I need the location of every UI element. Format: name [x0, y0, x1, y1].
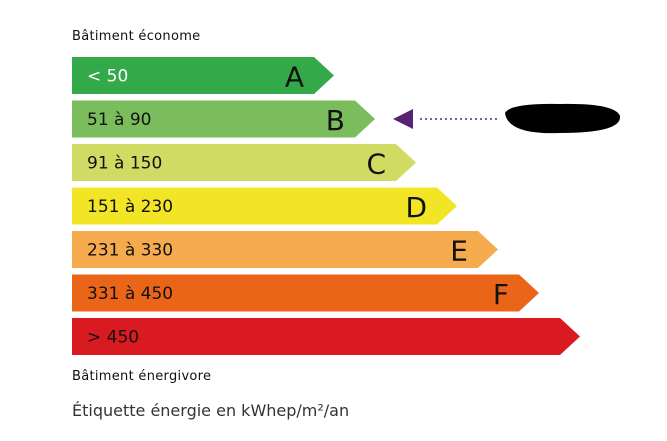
class-letter: B: [326, 104, 345, 137]
redacted-value: [505, 103, 621, 134]
arrow-left-icon: [393, 109, 413, 129]
energy-class-b: 51 à 90 B: [72, 100, 375, 138]
energy-class-f: 331 à 450 F: [72, 274, 539, 312]
class-range: 51 à 90: [87, 110, 152, 130]
energy-class-e: 231 à 330 E: [72, 231, 498, 268]
energy-hungry-building-label: Bâtiment énergivore: [72, 369, 212, 384]
current-class-indicator: [393, 103, 621, 134]
class-letter: F: [493, 278, 509, 311]
class-bar: [72, 57, 334, 94]
class-letter: C: [366, 148, 386, 181]
class-bar: [72, 231, 498, 268]
class-letter: D: [405, 191, 427, 224]
class-range: 151 à 230: [87, 197, 173, 217]
class-bar: [72, 274, 539, 312]
class-range: 91 à 150: [87, 154, 162, 174]
class-letter: A: [285, 61, 304, 94]
class-range: 231 à 330: [87, 241, 173, 261]
class-bar: [72, 187, 457, 225]
class-range: > 450: [87, 328, 139, 348]
unit-caption: Étiquette énergie en kWhep/m²/an: [72, 401, 350, 420]
efficient-building-label: Bâtiment économe: [72, 29, 201, 44]
class-range: < 50: [87, 67, 128, 87]
class-bar: [72, 100, 375, 138]
class-bar: [72, 318, 580, 355]
class-range: 331 à 450: [87, 284, 173, 304]
energy-class-c: 91 à 150 C: [72, 144, 416, 181]
class-letter: E: [450, 235, 468, 268]
energy-class-g: > 450: [72, 318, 580, 355]
energy-class-a: < 50 A: [72, 57, 334, 94]
energy-class-d: 151 à 230 D: [72, 187, 457, 225]
class-bar: [72, 144, 416, 181]
